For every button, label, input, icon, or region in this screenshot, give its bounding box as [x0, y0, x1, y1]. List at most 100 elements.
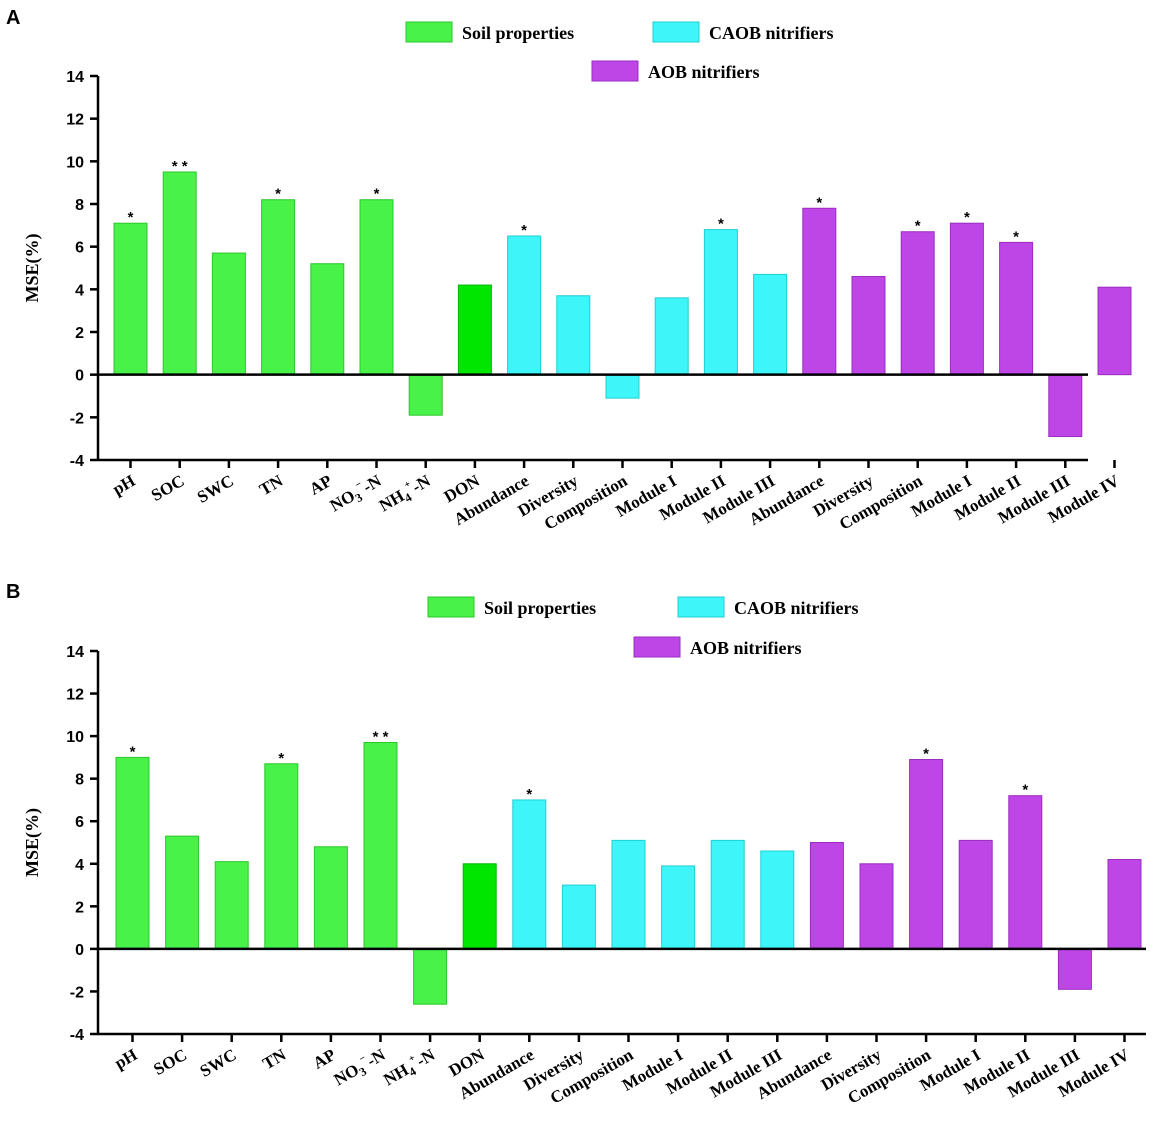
bar-12 — [654, 297, 689, 376]
legend-label: AOB nitrifiers — [648, 62, 759, 82]
x-tick-label: TN — [256, 471, 287, 500]
panel-b: B Soil properties CAOB nitrifiers AOB nitri… — [6, 581, 1146, 1108]
y-tick-label: 4 — [75, 857, 84, 874]
significance-mark: * — [915, 218, 921, 235]
y-axis-label: MSE(%) — [22, 808, 43, 877]
bar-17 — [909, 759, 944, 950]
significance-mark: * — [923, 746, 929, 763]
bar-16 — [851, 276, 886, 376]
significance-mark: * — [1022, 782, 1028, 799]
bar-18 — [958, 839, 993, 950]
bar-9 — [512, 799, 547, 950]
x-tick-label: pH — [111, 1045, 140, 1073]
bar-14 — [760, 850, 795, 950]
legend-item-aob: AOB nitrifiers — [633, 636, 801, 658]
significance-mark: * — [521, 222, 527, 239]
bar-16 — [859, 863, 894, 950]
significance-mark: * — [128, 209, 134, 226]
bar-11 — [611, 839, 646, 950]
x-tick-label: pH — [109, 471, 138, 499]
bar-8 — [462, 863, 497, 950]
y-tick-label: 2 — [75, 325, 84, 342]
legend-swatch — [405, 21, 453, 43]
bar-6 — [359, 199, 394, 376]
bar-5 — [310, 263, 345, 376]
bar-6 — [363, 741, 398, 950]
significance-mark: * — [1013, 228, 1019, 245]
legend-label: Soil properties — [462, 23, 574, 43]
bar-4 — [264, 763, 299, 950]
legend-swatch — [652, 21, 700, 43]
y-tick-label: 8 — [75, 197, 84, 214]
y-tick-label: -4 — [70, 1027, 84, 1044]
bar-19 — [999, 241, 1034, 376]
bar-7 — [408, 374, 443, 416]
legend-item-caob: CAOB nitrifiers — [677, 596, 858, 618]
legend-swatch — [427, 596, 475, 618]
bar-5 — [313, 846, 348, 950]
bar-14 — [753, 273, 788, 376]
significance-mark: * * — [172, 158, 188, 175]
significance-mark: * — [964, 209, 970, 226]
bar-10 — [561, 884, 596, 950]
bar-18 — [949, 222, 984, 376]
y-axis-label: MSE(%) — [22, 234, 43, 303]
bar-20 — [1057, 948, 1092, 990]
legend-label: AOB nitrifiers — [690, 638, 801, 658]
panel-letter: B — [6, 581, 20, 603]
significance-mark: * — [275, 186, 281, 203]
x-tick-label: AP — [310, 1045, 339, 1073]
y-tick-label: 0 — [75, 942, 84, 959]
bar-20 — [1048, 374, 1083, 438]
legend-label: CAOB nitrifiers — [734, 598, 858, 618]
legend-item-aob: AOB nitrifiers — [591, 60, 759, 82]
y-tick-label: 8 — [75, 772, 84, 789]
bar-21 — [1107, 859, 1142, 950]
bar-13 — [703, 229, 738, 376]
bar-10 — [556, 295, 591, 376]
legend-label: CAOB nitrifiers — [709, 23, 833, 43]
y-tick-label: 10 — [66, 729, 84, 746]
x-tick-label: SOC — [148, 471, 188, 505]
bar-1 — [113, 222, 148, 376]
x-tick-label: AP — [306, 471, 335, 499]
bar-15 — [802, 207, 837, 376]
bar-15 — [809, 842, 844, 950]
legend-swatch — [677, 596, 725, 618]
legend-item-soil: Soil properties — [427, 596, 596, 618]
legend-item-caob: CAOB nitrifiers — [652, 21, 833, 43]
x-tick-label: NH4⁺-N — [375, 469, 436, 518]
significance-mark: * — [718, 216, 724, 233]
significance-mark: * — [526, 786, 532, 803]
y-tick-label: 4 — [75, 282, 84, 299]
bar-1 — [115, 756, 150, 950]
y-tick-label: 12 — [66, 112, 84, 129]
y-tick-label: 14 — [66, 644, 84, 661]
y-tick-label: 0 — [75, 368, 84, 385]
y-tick-label: -2 — [70, 410, 84, 427]
x-tick-label: SOC — [150, 1045, 190, 1079]
y-tick-label: -4 — [70, 453, 84, 470]
bar-19 — [1008, 795, 1043, 950]
legend-label: Soil properties — [484, 598, 596, 618]
panel-letter: A — [6, 7, 20, 29]
legend-item-soil: Soil properties — [405, 21, 574, 43]
x-tick-label: TN — [259, 1045, 290, 1074]
y-tick-label: 14 — [66, 69, 84, 86]
bar-4 — [261, 199, 296, 376]
bar-12 — [661, 865, 696, 950]
significance-mark: * — [816, 194, 822, 211]
bar-13 — [710, 839, 745, 950]
bar-17 — [900, 231, 935, 376]
x-tick-label: NH4⁺-N — [379, 1043, 440, 1092]
panel-a: A Soil properties CAOB nitrifiers AOB nitri… — [6, 7, 1132, 534]
bar-2 — [162, 171, 197, 376]
x-tick-label: SWC — [194, 471, 237, 507]
bar-7 — [413, 948, 448, 1005]
legend-swatch — [633, 636, 681, 658]
significance-mark: * — [278, 750, 284, 767]
bar-2 — [165, 835, 200, 950]
bar-21 — [1097, 286, 1132, 376]
y-tick-label: 6 — [75, 240, 84, 257]
